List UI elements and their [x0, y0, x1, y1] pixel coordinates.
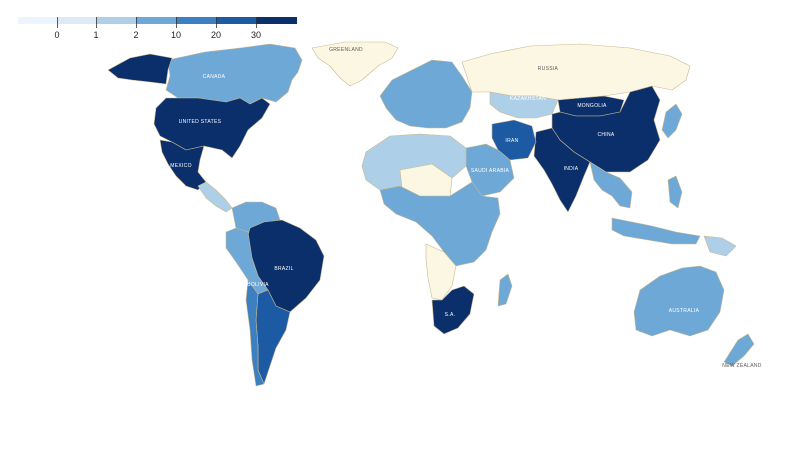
- region-label-iran: IRAN: [505, 138, 518, 144]
- region-label-russia: RUSSIA: [538, 66, 559, 72]
- region-russia[interactable]: [461, 43, 691, 101]
- region-canada[interactable]: [165, 43, 303, 105]
- region-madagascar[interactable]: [497, 273, 513, 307]
- legend-bin: [96, 17, 136, 24]
- region-south-africa[interactable]: [431, 285, 475, 335]
- region-japan[interactable]: [661, 103, 683, 139]
- region-kazakhstan[interactable]: [489, 91, 559, 119]
- region-label-australia: AUSTRALIA: [669, 308, 700, 314]
- legend-tick-label: 20: [211, 30, 221, 40]
- region-label-mexico: MEXICO: [170, 163, 192, 169]
- region-label-mongolia: MONGOLIA: [577, 103, 607, 109]
- region-papua-new-guinea[interactable]: [703, 235, 737, 257]
- region-australia[interactable]: [633, 265, 725, 337]
- countries: [107, 41, 755, 387]
- legend-bin: [136, 17, 176, 24]
- region-central-america[interactable]: [197, 181, 233, 213]
- region-alaska[interactable]: [107, 53, 173, 85]
- region-label-canada: CANADA: [203, 74, 226, 80]
- legend-tick-label: 1: [93, 30, 98, 40]
- legend-tick-label: 30: [251, 30, 261, 40]
- legend: 0 1 2 10 20 30: [18, 17, 297, 40]
- region-label-bolivia: BOLIVIA: [247, 282, 269, 288]
- region-indonesia[interactable]: [611, 217, 701, 245]
- region-europe[interactable]: [379, 59, 473, 129]
- legend-bin: [216, 17, 256, 24]
- legend-bin: [256, 17, 297, 24]
- region-united-states[interactable]: [153, 97, 271, 159]
- region-chile[interactable]: [245, 279, 265, 387]
- region-philippines[interactable]: [667, 175, 683, 209]
- region-saudi-arabia[interactable]: [465, 143, 515, 197]
- region-label-saudi-arabia: SAUDI ARABIA: [471, 168, 510, 174]
- region-label-greenland: GREENLAND: [329, 47, 363, 53]
- region-label-united-states: UNITED STATES: [179, 119, 222, 125]
- region-label-new-zealand: NEW ZEALAND: [722, 363, 762, 369]
- legend-bin: [176, 17, 216, 24]
- legend-tick-label: 0: [54, 30, 59, 40]
- legend-tick-label: 2: [133, 30, 138, 40]
- region-label-south-africa: S.A.: [445, 312, 456, 318]
- legend-tick-label: 10: [171, 30, 181, 40]
- region-label-brazil: BRAZIL: [274, 266, 293, 272]
- region-new-zealand[interactable]: [723, 333, 755, 367]
- region-label-kazakhstan: KAZAKHSTAN: [510, 96, 546, 102]
- legend-bin: [18, 17, 58, 24]
- region-labels: GREENLAND CANADA UNITED STATES MEXICO BR…: [170, 47, 762, 369]
- region-label-india: INDIA: [564, 166, 579, 172]
- region-india[interactable]: [533, 127, 591, 213]
- legend-bin: [58, 17, 96, 24]
- region-southeast-asia[interactable]: [589, 161, 633, 209]
- region-greenland[interactable]: [311, 41, 399, 87]
- region-central-africa[interactable]: [379, 181, 501, 267]
- region-iran[interactable]: [491, 119, 537, 161]
- region-label-china: CHINA: [597, 132, 614, 138]
